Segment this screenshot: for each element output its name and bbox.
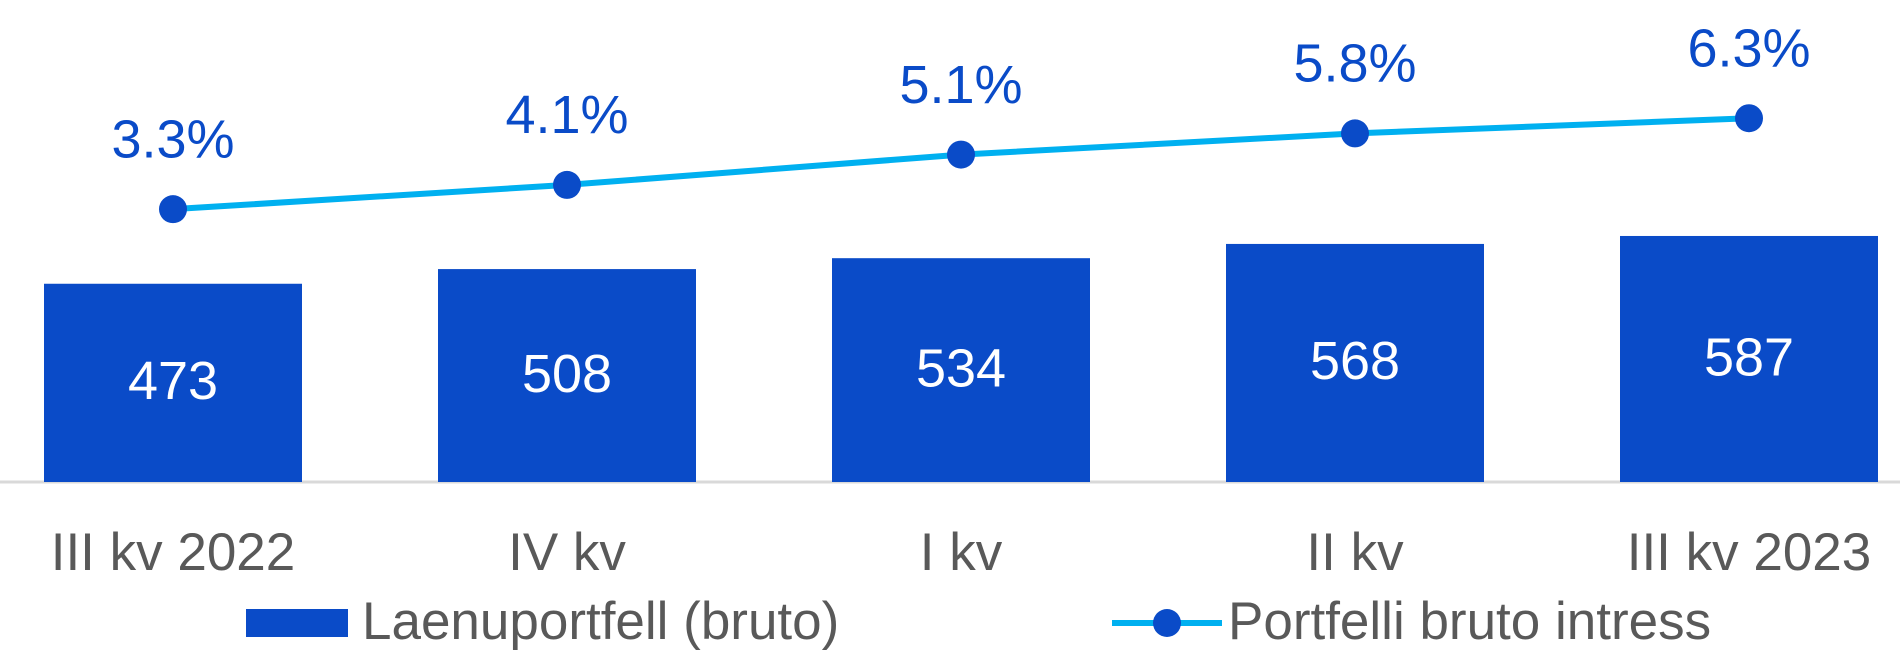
bar-value-label: 508	[522, 344, 612, 404]
legend-label: Portfelli bruto intress	[1228, 592, 1711, 650]
x-tick-label: III kv 2023	[1627, 523, 1872, 582]
line-value-label: 6.3%	[1687, 18, 1810, 78]
line-marker	[159, 195, 187, 224]
line-marker	[1735, 104, 1763, 133]
line-value-label: 3.3%	[111, 109, 234, 169]
line-marker	[947, 140, 975, 169]
bar	[438, 269, 696, 482]
line-value-label: 5.8%	[1293, 34, 1416, 94]
bar	[44, 283, 302, 482]
bar-value-label: 587	[1704, 327, 1794, 387]
line-marker	[553, 170, 581, 199]
bar	[1226, 243, 1484, 482]
bar	[1620, 235, 1878, 482]
line-marker	[1341, 119, 1369, 148]
line-value-label: 5.1%	[899, 55, 1022, 115]
x-tick-label: II kv	[1306, 523, 1404, 582]
legend-marker	[1153, 609, 1181, 637]
legend-label: Laenuportfell (bruto)	[362, 592, 839, 650]
bar	[832, 258, 1090, 482]
bar-value-label: 473	[128, 351, 218, 411]
line-value-label: 4.1%	[505, 85, 628, 145]
bar-value-label: 568	[1310, 331, 1400, 391]
x-tick-label: III kv 2022	[51, 523, 296, 582]
x-tick-label: IV kv	[508, 523, 626, 582]
bar-value-label: 534	[916, 338, 1006, 398]
x-tick-label: I kv	[920, 523, 1003, 582]
legend-swatch	[246, 609, 348, 637]
